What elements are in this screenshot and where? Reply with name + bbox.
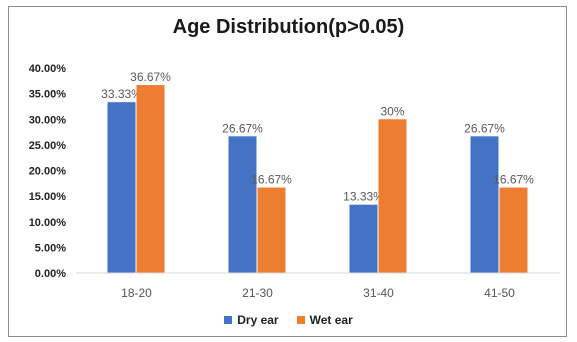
y-axis: 0.00% 5.00% 10.00% 15.00% 20.00% 25.00% 30.00%… [29,63,67,280]
legend-swatch-wet-ear [296,316,305,324]
x-tick-label: 18-20 [121,286,152,300]
bar-dry-ear-18-20 [107,102,136,273]
y-tick-label: 35.00% [29,89,67,101]
y-tick-label: 20.00% [29,166,67,178]
bar-wet-ear-41-50 [499,187,528,273]
y-tick-label: 0.00% [35,268,66,280]
bars-group: 33.33% 36.67% 26.67% 16.67% 13.33% 30% 26.67% 1… [101,70,534,273]
x-tick-label: 21-30 [242,286,273,300]
bar-wet-ear-18-20 [136,85,165,273]
bar-wet-ear-31-40 [378,119,407,273]
legend-label-dry-ear: Dry ear [237,313,279,327]
legend-item-wet-ear: Wet ear [296,313,353,327]
legend-label-wet-ear: Wet ear [309,313,353,327]
bar-dry-ear-21-30 [228,136,257,273]
bar-wet-ear-21-30 [257,187,286,273]
legend-item-dry-ear: Dry ear [224,313,279,327]
x-axis: 18-20 21-30 31-40 41-50 [76,272,560,300]
y-tick-label: 5.00% [35,242,66,254]
legend-swatch-dry-ear [224,316,233,324]
data-label: 30% [380,104,404,118]
y-tick-label: 10.00% [29,217,67,229]
bar-dry-ear-31-40 [349,204,378,273]
y-tick-label: 25.00% [29,140,67,152]
chart-title: Age Distribution(p>0.05) [172,16,405,38]
data-label: 26.67% [464,121,505,135]
y-tick-label: 15.00% [29,191,67,203]
data-label: 16.67% [251,173,292,187]
bar-dry-ear-41-50 [470,136,499,273]
y-tick-label: 40.00% [29,63,67,75]
data-label: 33.33% [101,87,142,101]
data-label: 26.67% [222,121,263,135]
y-tick-label: 30.00% [29,114,67,126]
data-label: 16.67% [493,173,534,187]
x-tick-label: 31-40 [363,286,394,300]
x-tick-label: 41-50 [484,286,515,300]
data-label: 13.33% [343,190,384,204]
legend: Dry ear Wet ear [0,313,577,327]
data-label: 36.67% [130,70,171,84]
